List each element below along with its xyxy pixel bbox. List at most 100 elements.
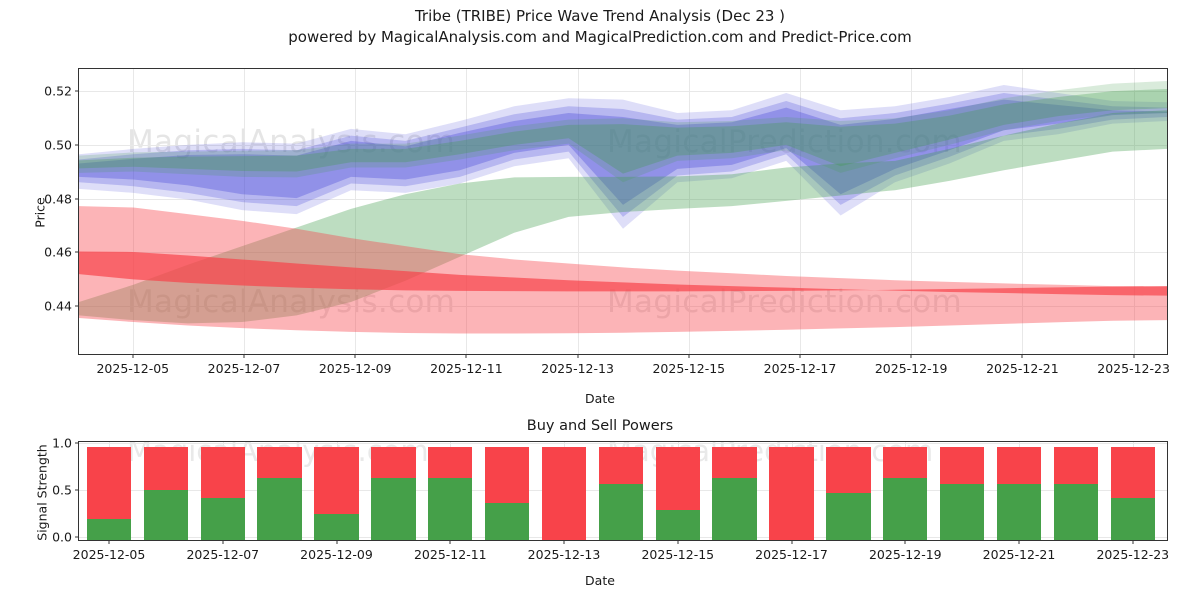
buy-sell-x-axis-label: Date (585, 573, 615, 588)
x-tickmark (688, 354, 690, 358)
y-tickmark (75, 251, 79, 253)
signal-bar[interactable] (257, 446, 302, 540)
x-tickmark (108, 540, 110, 544)
y-tick-label: 0.48 (44, 191, 72, 207)
buy-power-segment (200, 498, 245, 540)
sell-power-segment (86, 446, 132, 520)
x-tickmark (1021, 354, 1023, 358)
sell-power-segment (484, 446, 530, 503)
wave-band-blue-wave-mid (79, 92, 1167, 217)
signal-bar[interactable] (883, 446, 928, 540)
x-tick-label: 2025-12-11 (413, 547, 487, 562)
x-tickmark (677, 540, 679, 544)
buy-power-segment (428, 478, 473, 540)
signal-bar[interactable] (428, 446, 473, 540)
signal-bar[interactable] (143, 446, 189, 540)
gridline-v (688, 69, 690, 354)
x-tickmark (1018, 540, 1020, 544)
y-tickmark (75, 144, 79, 146)
signal-bar[interactable] (939, 446, 985, 540)
buy-power-segment (484, 502, 530, 540)
x-tickmark (799, 354, 801, 358)
y-tickmark (75, 489, 79, 491)
signal-bar[interactable] (1110, 446, 1155, 540)
sell-power-segment (769, 446, 814, 540)
buy-power-segment (655, 510, 700, 540)
gridline-h (79, 198, 1167, 200)
bars-layer (79, 442, 1167, 540)
sell-power-segment (1053, 446, 1099, 484)
gridline-v (577, 69, 579, 354)
y-tick-label: 0.5 (52, 482, 72, 498)
x-tickmark (904, 540, 906, 544)
signal-bar[interactable] (826, 446, 871, 540)
y-tick-label: 0.50 (44, 137, 72, 153)
x-tick-label: 2025-12-21 (982, 547, 1056, 562)
signal-bar[interactable] (996, 446, 1042, 540)
x-tickmark (791, 540, 792, 544)
sell-power-segment (257, 446, 302, 479)
buy-power-segment (883, 478, 928, 540)
gridline-h (79, 442, 1167, 444)
signal-bar[interactable] (484, 446, 530, 540)
x-tick-label: 2025-12-17 (763, 361, 837, 376)
signal-bar[interactable] (598, 446, 644, 540)
x-tick-label: 2025-12-07 (207, 361, 281, 376)
x-tick-label: 2025-12-21 (986, 361, 1059, 376)
buy-power-segment (826, 493, 871, 540)
x-tickmark (1133, 354, 1135, 358)
buy-power-segment (1053, 484, 1099, 540)
y-tick-label: 0.44 (44, 298, 72, 314)
buy-power-segment (257, 478, 302, 540)
signal-bar[interactable] (712, 446, 757, 540)
sell-power-segment (883, 446, 928, 479)
sell-power-segment (200, 446, 245, 498)
buy-power-segment (86, 519, 132, 540)
gridline-h (79, 252, 1167, 254)
sell-power-segment (598, 446, 644, 484)
buy-power-segment (712, 478, 757, 540)
x-tickmark (577, 354, 579, 358)
x-tick-label: 2025-12-11 (430, 361, 503, 376)
x-tickmark (910, 354, 912, 358)
gridline-h (79, 91, 1167, 93)
sell-power-segment (143, 446, 189, 490)
signal-bar[interactable] (371, 446, 416, 540)
x-tick-label: 2025-12-19 (874, 361, 948, 376)
sell-power-segment (826, 446, 871, 494)
y-tickmark (75, 198, 79, 200)
signal-bar[interactable] (769, 446, 814, 540)
wave-band-green-wave-upper-outer (79, 80, 1167, 183)
buy-power-segment (996, 484, 1042, 540)
wave-band-blue-wave-outer (79, 84, 1167, 229)
x-tick-label: 2025-12-19 (868, 547, 942, 562)
signal-bar[interactable] (1053, 446, 1099, 540)
buy-power-segment (1110, 498, 1155, 540)
x-tick-label: 2025-12-15 (641, 547, 715, 562)
x-tick-label: 2025-12-23 (1096, 547, 1170, 562)
wave-band-red-band-inner (79, 251, 1167, 296)
x-tickmark (336, 540, 337, 544)
signal-bar[interactable] (314, 446, 359, 540)
signal-bar[interactable] (655, 446, 700, 540)
price-wave-plot-area: MagicalAnalysis.com MagicalPrediction.co… (79, 69, 1167, 354)
signal-bar[interactable] (86, 446, 132, 540)
gridline-v (132, 69, 134, 354)
sell-power-segment (371, 446, 416, 479)
sell-power-segment (314, 446, 359, 514)
x-tickmark (1132, 540, 1134, 544)
price-x-axis-label: Date (585, 391, 615, 406)
gridline-h (79, 306, 1167, 307)
sell-power-segment (655, 446, 700, 511)
x-tickmark (465, 354, 467, 358)
signal-bar[interactable] (200, 446, 245, 540)
signal-bar[interactable] (541, 446, 587, 540)
wave-band-red-band-outer (79, 206, 1167, 334)
buy-power-segment (371, 478, 416, 540)
y-tick-label: 0.46 (44, 244, 72, 260)
page-title: Tribe (TRIBE) Price Wave Trend Analysis … (414, 7, 786, 25)
sell-power-segment (996, 446, 1042, 484)
x-tickmark (354, 354, 356, 358)
x-tick-label: 2025-12-13 (527, 547, 601, 562)
